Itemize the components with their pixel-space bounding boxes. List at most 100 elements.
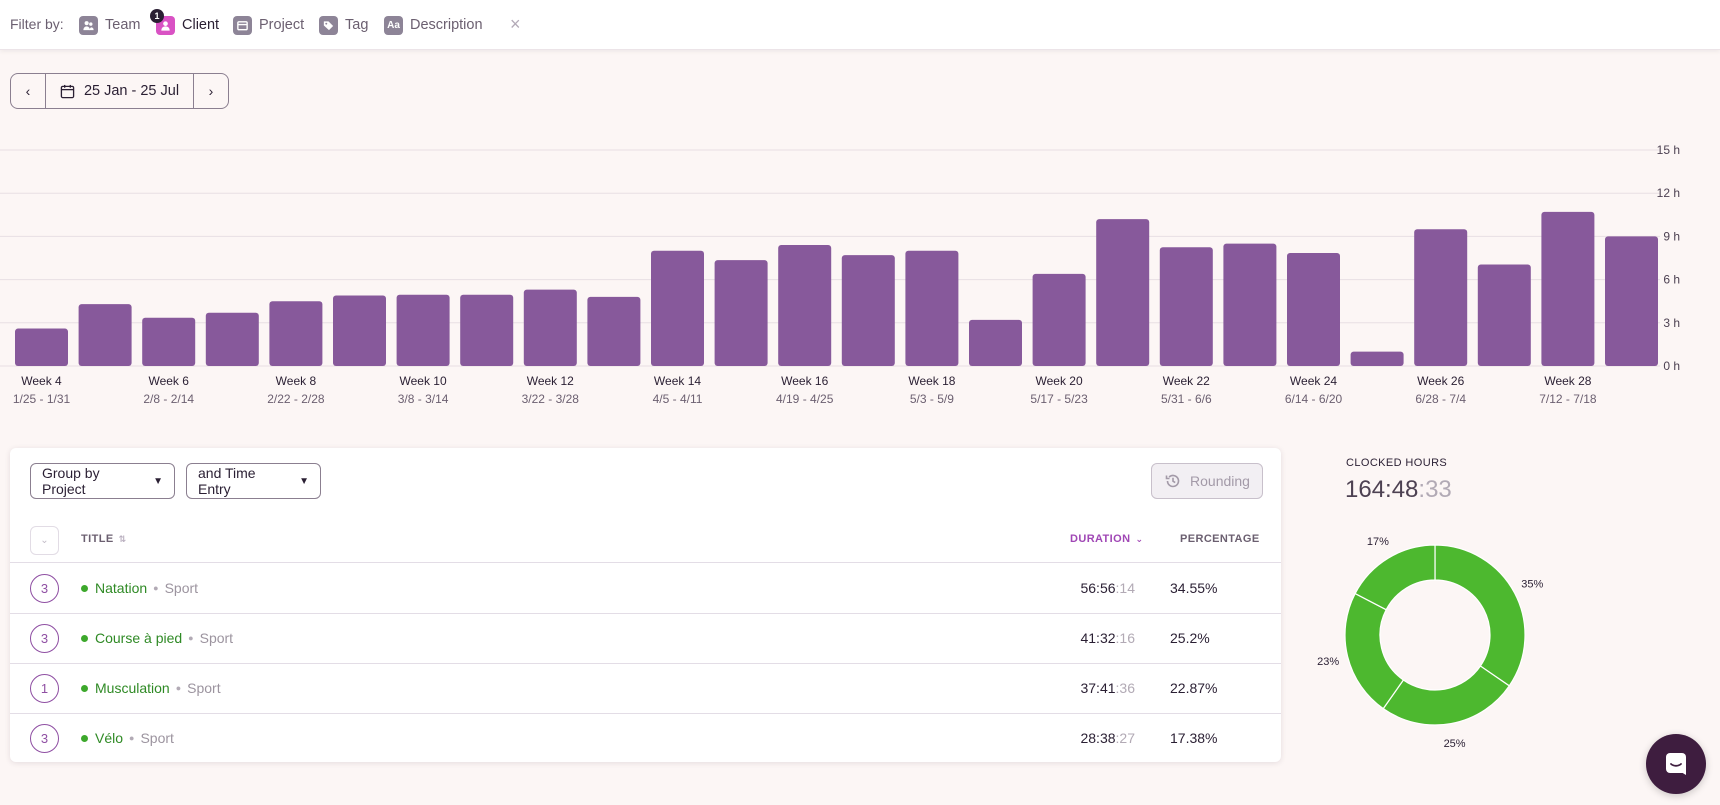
bar-week-24[interactable]: [1287, 252, 1340, 366]
donut-slice[interactable]: [1344, 592, 1405, 710]
separator-dot: ●: [153, 583, 159, 593]
bar-week-23[interactable]: [1223, 243, 1277, 366]
x-tick-week-label: Week 4: [21, 374, 62, 388]
project-color-dot: [81, 734, 88, 742]
bar-week-13[interactable]: [587, 296, 641, 366]
duration-main: 28:38: [1080, 730, 1116, 746]
x-tick-date-label: 4/19 - 4/25: [776, 392, 834, 406]
x-tick-date-label: 2/22 - 2/28: [267, 392, 325, 406]
bar-week-8[interactable]: [269, 301, 323, 366]
y-tick-label: 6 h: [1663, 273, 1680, 287]
previous-period-button[interactable]: ‹: [11, 74, 46, 108]
group-by-select[interactable]: Group by Project ▼: [30, 463, 175, 499]
filter-tag[interactable]: Tag: [319, 14, 368, 36]
x-tick-week-label: Week 12: [527, 374, 574, 388]
x-tick-week-label: Week 18: [908, 374, 955, 388]
bar-week-16[interactable]: [778, 245, 832, 366]
y-tick-label: 12 h: [1657, 186, 1680, 200]
bar-week-4[interactable]: [15, 328, 68, 366]
bar-week-14[interactable]: [651, 250, 704, 366]
filter-client-label: Client: [182, 17, 220, 33]
entry-count-badge[interactable]: 3: [30, 624, 59, 653]
x-tick-week-label: Week 26: [1417, 374, 1464, 388]
filter-project[interactable]: Project: [233, 14, 304, 36]
duration-cell: 41:32:16: [1055, 630, 1135, 646]
title-column-header[interactable]: TITLE ⇅: [81, 533, 127, 545]
project-name: Course à pied: [95, 630, 183, 646]
entry-count-badge[interactable]: 1: [30, 674, 59, 703]
bar-week-7[interactable]: [205, 312, 259, 366]
bar-week-19[interactable]: [969, 319, 1022, 366]
bar-week-12[interactable]: [523, 289, 577, 366]
y-tick-label: 15 h: [1657, 143, 1680, 157]
table-row[interactable]: 1 Musculation ● Sport 37:41:36 22.87%: [10, 664, 1281, 714]
entry-count-badge[interactable]: 3: [30, 724, 59, 753]
percentage-column-header[interactable]: PERCENTAGE: [1180, 533, 1260, 545]
filter-team[interactable]: Team: [79, 14, 140, 36]
clocked-hours-label: CLOCKED HOURS: [1346, 457, 1448, 469]
sort-icon: ⇅: [118, 534, 127, 544]
bar-week-6[interactable]: [142, 317, 196, 366]
bar-week-17[interactable]: [841, 255, 895, 366]
bar-week-20[interactable]: [1032, 273, 1086, 366]
project-name: Vélo: [95, 730, 124, 746]
entry-count-badge[interactable]: 3: [30, 574, 59, 603]
bar-week-26[interactable]: [1414, 229, 1468, 366]
percentage-cell: 25.2%: [1170, 630, 1210, 646]
chevron-down-icon: ⌄: [40, 535, 49, 546]
table-row[interactable]: 3 Course à pied ● Sport 41:32:16 25.2%: [10, 614, 1281, 664]
duration-seconds: :16: [1115, 630, 1135, 646]
bar-week-18[interactable]: [905, 250, 959, 366]
date-range-button[interactable]: 25 Jan - 25 Jul: [46, 74, 193, 108]
x-tick-date-label: 4/5 - 4/11: [653, 392, 703, 406]
project-color-dot: [81, 684, 88, 692]
filter-description[interactable]: Aa Description: [384, 14, 483, 36]
duration-cell: 28:38:27: [1055, 730, 1135, 746]
clear-filters-close-icon[interactable]: ×: [510, 14, 521, 34]
next-period-button[interactable]: ›: [193, 74, 228, 108]
bar-week-27[interactable]: [1477, 264, 1531, 366]
bar-week-15[interactable]: [714, 260, 768, 366]
bar-week-21[interactable]: [1096, 219, 1150, 366]
duration-main: 56:56: [1080, 580, 1116, 596]
chat-icon: [1666, 753, 1686, 775]
bar-week-22[interactable]: [1159, 247, 1213, 366]
date-range-label: 25 Jan - 25 Jul: [83, 83, 180, 99]
donut-slice[interactable]: [1434, 544, 1526, 687]
project-cell: Vélo ● Sport: [81, 730, 174, 746]
donut-slice[interactable]: [1354, 544, 1436, 611]
bar-week-11[interactable]: [460, 294, 514, 366]
donut-slice[interactable]: [1382, 665, 1511, 726]
x-tick-week-label: Week 10: [400, 374, 447, 388]
y-tick-label: 9 h: [1663, 229, 1680, 243]
percentage-header-label: PERCENTAGE: [1180, 533, 1260, 545]
x-tick-week-label: Week 6: [148, 374, 189, 388]
x-tick-date-label: 3/22 - 3/28: [522, 392, 580, 406]
x-tick-week-label: Week 22: [1163, 374, 1210, 388]
x-tick-week-label: Week 8: [276, 374, 317, 388]
project-cell: Course à pied ● Sport: [81, 630, 233, 646]
x-tick-date-label: 5/3 - 5/9: [910, 392, 954, 406]
sub-group-select[interactable]: and Time Entry ▼: [186, 463, 321, 499]
sub-group-label: and Time Entry: [198, 465, 256, 497]
table-row[interactable]: 3 Natation ● Sport 56:56:14 34.55%: [10, 564, 1281, 614]
bar-week-10[interactable]: [396, 294, 450, 366]
support-chat-button[interactable]: [1646, 734, 1706, 794]
rounding-button[interactable]: Rounding: [1151, 463, 1263, 499]
percentage-cell: 22.87%: [1170, 680, 1218, 696]
weekly-hours-bar-chart: 0 h 3 h 6 h 9 h 12 h 15 h Week 4 1/25 - 1/31 Wee…: [0, 143, 1680, 406]
filter-count-badge: 1: [150, 8, 164, 23]
history-icon: [1165, 474, 1180, 488]
expand-all-button[interactable]: ⌄: [30, 526, 59, 555]
bar-week-25[interactable]: [1350, 351, 1404, 366]
bar-week-28[interactable]: [1541, 211, 1595, 366]
filter-description-label: Description: [410, 17, 483, 33]
table-row[interactable]: 3 Vélo ● Sport 28:38:27 17.38%: [10, 714, 1281, 764]
bar-week-29[interactable]: [1605, 236, 1658, 366]
project-color-dot: [81, 584, 88, 592]
duration-column-header[interactable]: DURATION ⌄: [1070, 533, 1143, 545]
bar-week-9[interactable]: [333, 295, 386, 366]
project-icon: [233, 15, 252, 35]
bar-week-5[interactable]: [78, 304, 132, 366]
filter-client[interactable]: 1 Client: [150, 8, 220, 36]
